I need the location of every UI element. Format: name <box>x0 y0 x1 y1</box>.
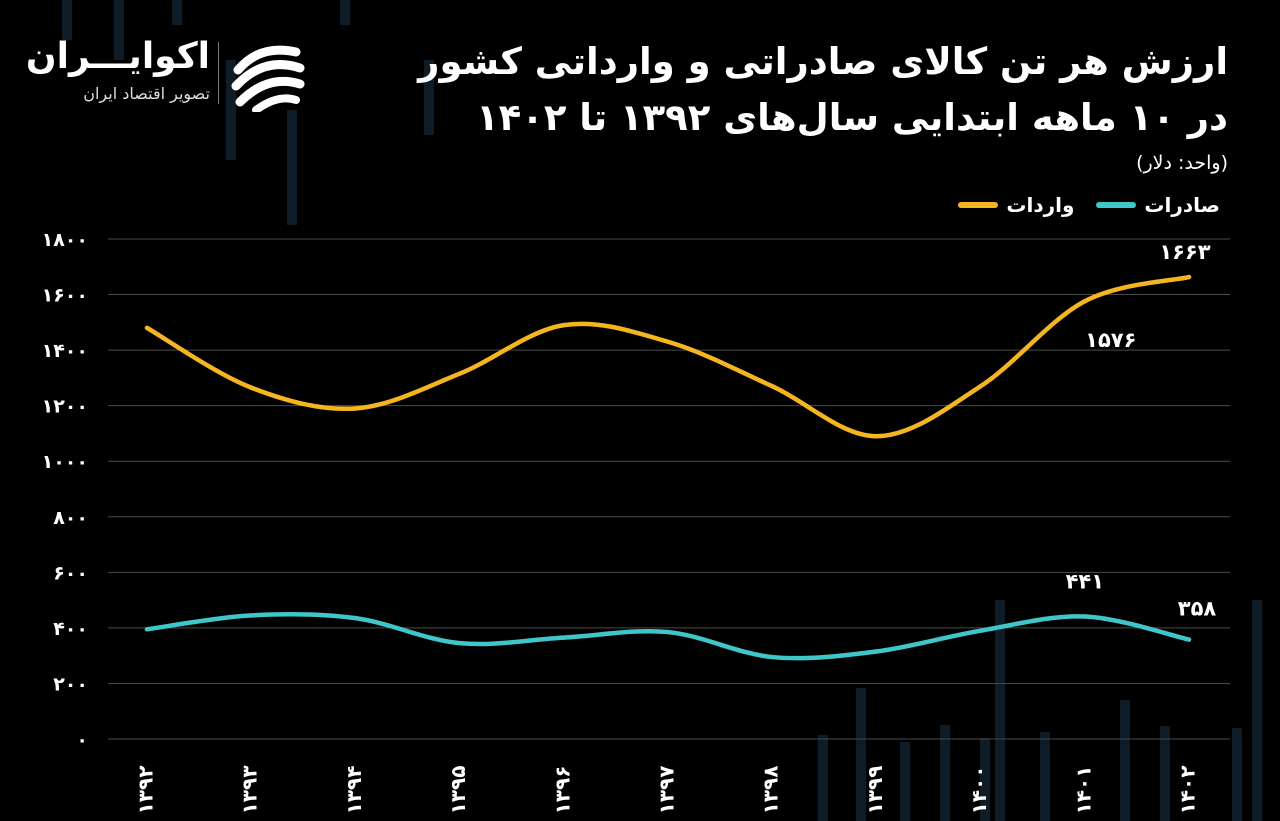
background-candle <box>980 738 990 821</box>
background-candle <box>940 725 950 821</box>
background-candle <box>818 735 828 821</box>
logo-name: اکوایـــران <box>25 36 210 77</box>
data-point-imports <box>561 322 566 328</box>
y-tick-label: ۶۰۰ <box>53 562 88 584</box>
data-point-imports <box>249 385 254 390</box>
data-point-exports <box>457 640 462 646</box>
legend-item-imports: واردات <box>958 193 1074 217</box>
background-candle <box>114 0 124 60</box>
background-candle <box>172 0 182 25</box>
data-label: ۳۵۸ <box>1178 597 1217 621</box>
legend-item-exports: صادرات <box>1096 193 1220 217</box>
data-point-exports <box>874 649 879 654</box>
x-tick-label: ۱۳۹۵ <box>446 766 470 815</box>
background-candle <box>1160 726 1170 821</box>
data-label: ۴۴۱ <box>1066 570 1104 594</box>
background-candle <box>287 110 297 225</box>
legend-label-exports: صادرات <box>1144 193 1220 217</box>
data-point-imports <box>770 384 775 389</box>
data-point-imports <box>1082 299 1088 304</box>
legend-swatch-imports <box>958 202 999 208</box>
y-tick-label: ۱۰۰۰ <box>42 451 88 473</box>
y-tick-label: ۸۰۰ <box>53 507 88 529</box>
data-point-imports <box>874 434 879 439</box>
data-point-imports <box>144 325 150 331</box>
background-candle <box>995 600 1005 821</box>
data-point-exports <box>1082 614 1088 619</box>
x-tick-label: ۱۳۹۹ <box>863 766 887 815</box>
chart-title: ارزش هر تن کالای صادراتی و وارداتی کشور … <box>418 34 1228 146</box>
x-tick-label: ۱۴۰۱ <box>1071 766 1095 815</box>
x-tick-label: ۱۳۹۷ <box>655 766 679 815</box>
data-point-exports <box>249 613 254 618</box>
series-line-imports <box>144 274 1192 439</box>
background-candle <box>62 0 72 40</box>
background-candle <box>226 60 236 160</box>
chart-title-line-1: ارزش هر تن کالای صادراتی و وارداتی کشور <box>418 40 1228 83</box>
background-candle <box>1232 728 1242 821</box>
background-candle <box>900 742 910 821</box>
x-tick-label: ۱۳۹۶ <box>550 766 574 815</box>
y-tick-label: ۰ <box>76 729 88 751</box>
data-point-imports <box>353 406 358 411</box>
x-tick-label: ۱۴۰۰ <box>967 766 991 815</box>
y-tick-label: ۴۰۰ <box>53 618 88 640</box>
y-tick-label: ۱۲۰۰ <box>42 396 88 418</box>
x-tick-label: ۱۴۰۲ <box>1176 766 1200 815</box>
background-candle <box>424 60 434 135</box>
y-tick-label: ۱۴۰۰ <box>42 340 88 362</box>
background-candle <box>1040 732 1050 821</box>
data-point-exports <box>770 654 775 660</box>
y-tick-label: ۱۶۰۰ <box>42 285 88 307</box>
data-point-exports <box>978 628 983 633</box>
y-tick-label: ۱۸۰۰ <box>42 229 88 251</box>
data-point-exports <box>665 629 671 635</box>
series-line-exports <box>144 611 1192 661</box>
data-point-exports <box>144 627 150 632</box>
x-tick-label: ۱۳۹۸ <box>759 766 783 815</box>
data-point-imports <box>457 371 462 376</box>
ecoiran-swirl-icon <box>231 45 305 112</box>
data-point-imports <box>1186 274 1192 280</box>
data-label: ۱۵۷۶ <box>1085 328 1136 352</box>
background-candle <box>856 688 866 821</box>
x-tick-label: ۱۳۹۳ <box>238 766 262 815</box>
data-point-exports <box>1186 637 1192 642</box>
logo: اکوایـــران تصویر اقتصاد ایران <box>26 36 318 116</box>
data-point-imports <box>978 384 983 389</box>
x-tick-label: ۱۳۹۲ <box>134 766 158 815</box>
legend-label-imports: واردات <box>1006 193 1075 217</box>
x-tick-label: ۱۳۹۴ <box>342 766 366 815</box>
data-point-exports <box>353 615 358 621</box>
background-candle <box>340 0 350 25</box>
background-candle <box>1252 600 1262 821</box>
data-point-imports <box>665 339 671 344</box>
logo-divider <box>218 42 219 104</box>
background-candle <box>1120 700 1130 821</box>
logo-tagline: تصویر اقتصاد ایران <box>83 84 210 103</box>
legend: صادرات واردات <box>958 193 1220 217</box>
unit-label: (واحد: دلار) <box>1136 152 1228 174</box>
data-label: ۱۶۶۳ <box>1159 240 1210 264</box>
chart-title-line-2: در ۱۰ ماهه ابتدایی سال‌های ۱۳۹۲ تا ۱۴۰۲ <box>476 96 1228 139</box>
data-point-exports <box>561 635 566 640</box>
legend-swatch-exports <box>1096 202 1137 208</box>
y-tick-label: ۲۰۰ <box>53 673 88 695</box>
